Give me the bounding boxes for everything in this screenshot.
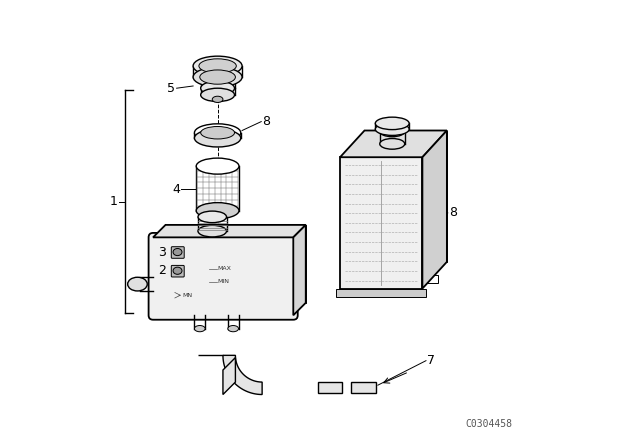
Polygon shape (351, 382, 376, 393)
FancyBboxPatch shape (148, 233, 298, 320)
Text: 3: 3 (159, 246, 166, 258)
Ellipse shape (193, 67, 242, 87)
Ellipse shape (196, 158, 239, 174)
Bar (337, 289, 426, 297)
Ellipse shape (380, 126, 404, 137)
Ellipse shape (200, 70, 236, 84)
Ellipse shape (198, 211, 227, 223)
Polygon shape (166, 225, 306, 303)
Ellipse shape (173, 267, 182, 274)
Text: 8: 8 (262, 115, 270, 128)
Ellipse shape (195, 326, 205, 332)
FancyBboxPatch shape (172, 247, 184, 258)
Ellipse shape (195, 129, 241, 147)
Ellipse shape (228, 326, 239, 332)
Text: 8: 8 (449, 207, 457, 220)
Polygon shape (422, 130, 447, 289)
Ellipse shape (127, 277, 147, 291)
Ellipse shape (375, 123, 409, 135)
Ellipse shape (201, 88, 234, 102)
Bar (349, 275, 438, 283)
Ellipse shape (380, 138, 404, 149)
Polygon shape (365, 130, 447, 262)
Polygon shape (223, 358, 236, 395)
Text: 5: 5 (167, 82, 175, 95)
Text: 2: 2 (159, 264, 166, 277)
Text: MIN: MIN (218, 280, 230, 284)
Text: MN: MN (182, 293, 192, 298)
Text: 4: 4 (172, 183, 180, 196)
FancyBboxPatch shape (172, 265, 184, 277)
Polygon shape (293, 225, 306, 315)
Ellipse shape (198, 225, 227, 237)
Ellipse shape (201, 81, 234, 95)
Text: 1: 1 (109, 195, 117, 208)
Text: 7: 7 (427, 354, 435, 367)
Bar (340, 157, 422, 289)
Ellipse shape (201, 126, 234, 139)
Text: C0304458: C0304458 (466, 419, 513, 429)
Polygon shape (340, 130, 447, 157)
Polygon shape (153, 225, 306, 237)
Ellipse shape (212, 96, 223, 103)
Ellipse shape (375, 117, 409, 129)
Polygon shape (318, 382, 342, 393)
Ellipse shape (173, 249, 182, 256)
Ellipse shape (193, 56, 242, 76)
Ellipse shape (196, 202, 239, 219)
Ellipse shape (195, 124, 241, 142)
Text: MAX: MAX (218, 266, 232, 271)
Polygon shape (223, 355, 262, 395)
Ellipse shape (199, 59, 236, 73)
